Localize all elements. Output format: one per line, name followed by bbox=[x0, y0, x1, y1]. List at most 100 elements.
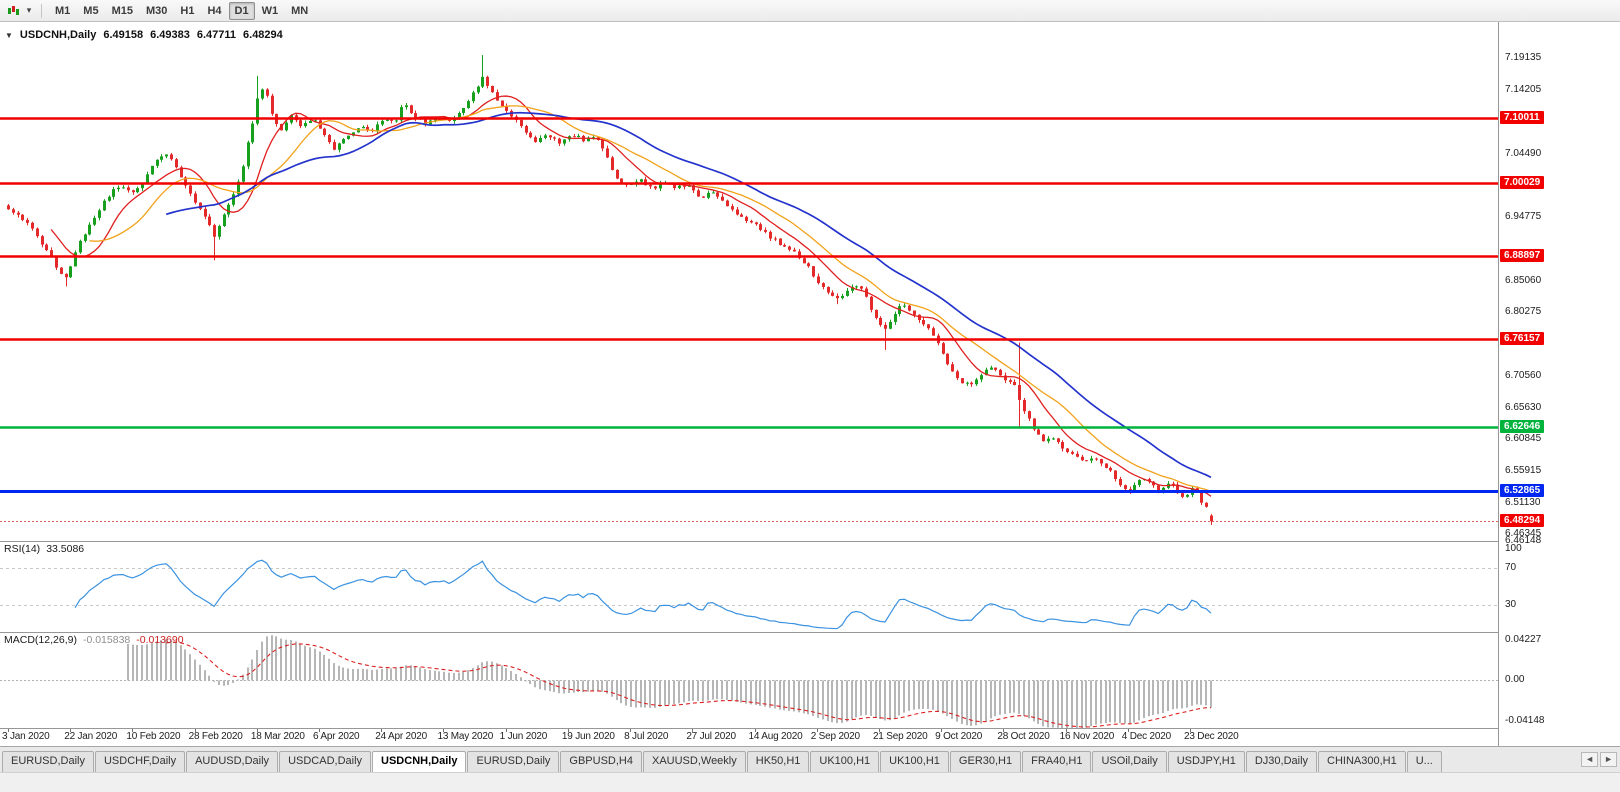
dropdown-caret-icon[interactable]: ▾ bbox=[26, 5, 32, 15]
price-level-badge: 6.62646 bbox=[1500, 420, 1545, 434]
symbol-tab[interactable]: CHINA300,H1 bbox=[1318, 751, 1406, 772]
rsi-name: RSI(14) bbox=[4, 543, 41, 555]
ohlc-close: 6.48294 bbox=[243, 29, 283, 41]
date-axis-label: 10 Feb 2020 bbox=[126, 731, 181, 742]
price-axis-min-label: 6.46148 bbox=[1505, 535, 1542, 546]
macd-name: MACD(12,26,9) bbox=[4, 634, 77, 646]
chart-tabs-list: EURUSD,Daily USDCHF,Daily AUDUSD,Daily USDC… bbox=[2, 751, 1578, 772]
timeframe-button-m1[interactable]: M1 bbox=[55, 4, 71, 17]
date-axis-label: 21 Sep 2020 bbox=[872, 731, 928, 742]
tabs-scroll-arrows: ◄ ► bbox=[1581, 752, 1617, 767]
price-level-badge: 6.76157 bbox=[1500, 332, 1545, 346]
price-axis-label: 6.70560 bbox=[1505, 369, 1542, 381]
pane-separator[interactable] bbox=[0, 541, 1620, 542]
date-axis-label: 9 Oct 2020 bbox=[935, 731, 983, 742]
collapse-icon[interactable]: ▼ bbox=[5, 30, 13, 40]
timeframe-button-m5[interactable]: M5 bbox=[83, 4, 99, 17]
price-axis-label: 6.85060 bbox=[1505, 274, 1542, 286]
timeframe-button-d1[interactable]: D1 bbox=[228, 1, 255, 20]
symbol-tab[interactable]: UK100,H1 bbox=[880, 751, 949, 772]
symbol-tab[interactable]: EURUSD,Daily bbox=[2, 751, 94, 772]
price-axis-label: 7.14205 bbox=[1505, 84, 1542, 96]
symbol-tab[interactable]: USDJPY,H1 bbox=[1167, 751, 1245, 772]
symbol-tab[interactable]: USDCHF,Daily bbox=[94, 751, 186, 772]
date-axis-label: 13 May 2020 bbox=[437, 731, 494, 742]
date-axis-label: 3 Jan 2020 bbox=[2, 731, 50, 742]
symbol-tab[interactable]: USOil,Daily bbox=[1092, 751, 1167, 772]
date-axis-label: 28 Feb 2020 bbox=[188, 731, 243, 742]
price-axis-label: 6.60845 bbox=[1505, 433, 1542, 445]
date-axis-label: 22 Jan 2020 bbox=[64, 731, 118, 742]
symbol-tab[interactable]: XAUUSD,Weekly bbox=[642, 751, 746, 772]
symbol-tab[interactable]: HK50,H1 bbox=[746, 751, 810, 772]
rsi-value: 33.5086 bbox=[46, 543, 85, 555]
symbol-tab[interactable]: USDCAD,Daily bbox=[279, 751, 372, 772]
symbol-tab[interactable]: EURUSD,Daily bbox=[467, 751, 560, 772]
date-axis-label: 14 Aug 2020 bbox=[748, 731, 803, 742]
tabs-scroll-right-icon[interactable]: ► bbox=[1600, 752, 1617, 767]
pane-separator[interactable] bbox=[0, 632, 1620, 633]
price-axis-label: 7.04490 bbox=[1505, 147, 1542, 159]
toolbar-separator bbox=[41, 3, 42, 18]
price-axis-label: 6.94775 bbox=[1505, 211, 1542, 223]
tabs-scroll-left-icon[interactable]: ◄ bbox=[1581, 752, 1599, 767]
price-axis-label: 6.51130 bbox=[1505, 496, 1541, 508]
macd-signal-value: -0.013690 bbox=[136, 634, 184, 646]
macd-indicator-label: MACD(12,26,9) -0.015838 -0.013690 bbox=[4, 634, 184, 646]
symbol-tab[interactable]: AUDUSD,Daily bbox=[186, 751, 279, 772]
price-axis[interactable]: 7.19135 7.14205 7.04490 6.94775 6.85060 6.802… bbox=[1499, 22, 1620, 746]
rsi-axis-label: 100 bbox=[1505, 543, 1522, 554]
price-axis-label: 6.65630 bbox=[1505, 401, 1542, 413]
timeframe-button-m15[interactable]: M15 bbox=[111, 4, 133, 17]
symbol-tab[interactable]: GER30,H1 bbox=[949, 751, 1022, 772]
macd-main-value: -0.015838 bbox=[82, 634, 131, 646]
price-axis-label: 6.55915 bbox=[1505, 465, 1542, 477]
rsi-axis-label: 70 bbox=[1505, 562, 1517, 574]
ohlc-high: 6.49383 bbox=[150, 29, 190, 41]
price-level-badge: 7.10011 bbox=[1500, 110, 1544, 124]
date-axis-label: 4 Dec 2020 bbox=[1121, 731, 1171, 742]
timeframe-button-h4[interactable]: H4 bbox=[207, 4, 222, 17]
date-axis-label: 27 Jul 2020 bbox=[686, 731, 736, 742]
top-toolbar: ▾ M1 M5 M15 M30 H1 H4 D1 W1 MN bbox=[0, 0, 1620, 22]
chart-tabs-bar: EURUSD,Daily USDCHF,Daily AUDUSD,Daily USDC… bbox=[0, 746, 1620, 772]
symbol-tab[interactable]: UK100,H1 bbox=[810, 751, 880, 772]
date-axis-label: 19 Jun 2020 bbox=[561, 731, 615, 742]
symbol-tab-active[interactable]: USDCNH,Daily bbox=[372, 751, 467, 772]
chart-window: ▼ USDCNH,Daily 6.49158 6.49383 6.47711 6… bbox=[0, 22, 1620, 746]
date-axis-label: 2 Sep 2020 bbox=[810, 731, 860, 742]
symbol-tab[interactable]: U... bbox=[1406, 751, 1442, 772]
macd-axis-label: -0.04148 bbox=[1505, 715, 1545, 726]
date-axis-label: 16 Nov 2020 bbox=[1059, 731, 1115, 742]
date-axis-label: 23 Dec 2020 bbox=[1184, 731, 1239, 742]
macd-axis-label: 0.00 bbox=[1505, 674, 1525, 686]
timeframe-button-mn[interactable]: MN bbox=[291, 4, 309, 17]
price-chart-canvas[interactable] bbox=[0, 22, 1498, 746]
date-axis-label: 18 Mar 2020 bbox=[250, 731, 305, 742]
symbol-tab[interactable]: GBPUSD,H4 bbox=[560, 751, 642, 772]
timeframe-button-m30[interactable]: M30 bbox=[145, 4, 168, 17]
symbol-tab[interactable]: DJ30,Daily bbox=[1245, 751, 1318, 772]
date-axis-label: 28 Oct 2020 bbox=[997, 731, 1050, 742]
price-level-badge: 7.00029 bbox=[1500, 175, 1545, 189]
macd-axis-label: 0.04227 bbox=[1505, 634, 1542, 645]
timeframe-button-h1[interactable]: H1 bbox=[180, 4, 195, 17]
chart-type-icon[interactable] bbox=[4, 3, 22, 19]
timeframe-button-w1[interactable]: W1 bbox=[261, 4, 279, 17]
price-axis-label: 6.46345 bbox=[1505, 527, 1542, 539]
ohlc-low: 6.47711 bbox=[196, 29, 237, 41]
price-axis-line bbox=[1498, 22, 1499, 746]
current-price-badge: 6.48294 bbox=[1500, 514, 1545, 528]
symbol-tab[interactable]: FRA40,H1 bbox=[1022, 751, 1092, 772]
rsi-indicator-label: RSI(14) 33.5086 bbox=[4, 543, 84, 555]
date-axis-label: 6 Apr 2020 bbox=[313, 731, 360, 742]
ohlc-open: 6.49158 bbox=[103, 29, 144, 41]
price-axis-label: 6.80275 bbox=[1505, 306, 1542, 318]
date-axis-label: 1 Jun 2020 bbox=[499, 731, 548, 742]
chart-ohlc-header: ▼ USDCNH,Daily 6.49158 6.49383 6.47711 6… bbox=[5, 29, 283, 41]
date-axis-label: 24 Apr 2020 bbox=[375, 731, 427, 742]
time-axis-line bbox=[0, 728, 1620, 729]
date-axis-label: 8 Jul 2020 bbox=[624, 731, 669, 742]
timeframe-group: M1 M5 M15 M30 H1 H4 D1 W1 MN bbox=[49, 1, 314, 20]
